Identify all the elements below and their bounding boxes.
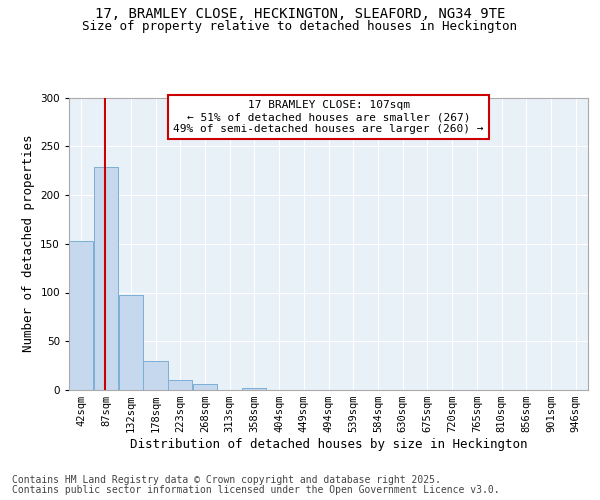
Y-axis label: Number of detached properties: Number of detached properties (22, 135, 35, 352)
X-axis label: Distribution of detached houses by size in Heckington: Distribution of detached houses by size … (130, 438, 527, 451)
Bar (168, 380, 193, 390)
Bar (119, 296, 143, 390)
Text: Contains HM Land Registry data © Crown copyright and database right 2025.: Contains HM Land Registry data © Crown c… (12, 475, 441, 485)
Text: Contains public sector information licensed under the Open Government Licence v3: Contains public sector information licen… (12, 485, 500, 495)
Text: Size of property relative to detached houses in Heckington: Size of property relative to detached ho… (83, 20, 517, 33)
Bar (193, 384, 217, 390)
Bar (143, 361, 167, 390)
Bar (69, 241, 94, 390)
Text: 17, BRAMLEY CLOSE, HECKINGTON, SLEAFORD, NG34 9TE: 17, BRAMLEY CLOSE, HECKINGTON, SLEAFORD,… (95, 8, 505, 22)
Text: 17 BRAMLEY CLOSE: 107sqm
← 51% of detached houses are smaller (267)
49% of semi-: 17 BRAMLEY CLOSE: 107sqm ← 51% of detach… (173, 100, 484, 134)
Bar (94, 166, 118, 390)
Bar (242, 388, 266, 390)
